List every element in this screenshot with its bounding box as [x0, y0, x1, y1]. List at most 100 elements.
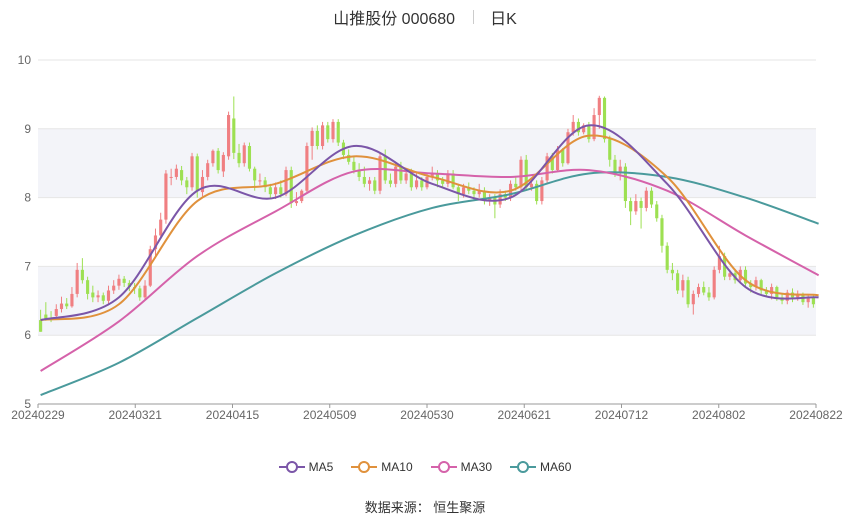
candle-body: [655, 204, 659, 219]
candle-body: [247, 146, 252, 169]
candle-body: [770, 287, 774, 294]
candle-body: [169, 176, 173, 178]
candle-body: [138, 288, 142, 298]
y-tick-label: 9: [24, 122, 31, 136]
candle-body: [153, 235, 158, 250]
candle-body: [582, 125, 586, 133]
x-tick-label: 20240712: [595, 408, 649, 422]
candle-body: [634, 201, 638, 212]
legend-ma30-symbol: [430, 461, 457, 473]
candle-body: [263, 180, 267, 188]
x-tick-label: 20240802: [692, 408, 746, 422]
legend-item-ma60[interactable]: MA60: [510, 460, 571, 474]
candle-body: [414, 180, 419, 188]
candle-body: [691, 293, 695, 305]
candle-body: [665, 245, 669, 270]
candle-body: [274, 187, 278, 195]
candle-body: [221, 154, 225, 172]
candle-body: [545, 156, 549, 181]
candle-body: [227, 115, 231, 157]
candle-body: [310, 130, 314, 146]
candle-body: [321, 125, 325, 146]
candle-body: [717, 256, 721, 270]
candle-body: [644, 190, 648, 208]
y-tick-label: 8: [24, 191, 31, 205]
x-tick-label: 20240621: [498, 408, 552, 422]
candle-body: [54, 309, 58, 316]
chart-legend: MA5 MA10 MA30 MA60: [0, 457, 850, 477]
candle-body: [195, 156, 199, 191]
candle-body: [540, 180, 544, 202]
legend-ma5-label: MA5: [308, 460, 334, 474]
candle-body: [461, 187, 466, 195]
candle-body: [555, 149, 560, 171]
candle-body: [796, 293, 800, 298]
candle-body: [409, 173, 413, 188]
legend-item-ma5[interactable]: MA5: [278, 460, 334, 474]
candle-body: [477, 190, 481, 195]
legend-ma10-symbol: [351, 461, 378, 473]
candle-body: [723, 256, 727, 277]
candle-body: [106, 290, 111, 301]
x-tick-label: 20240530: [400, 408, 454, 422]
candle-body: [649, 190, 654, 205]
candle-body: [639, 201, 643, 208]
candle-body: [294, 201, 299, 204]
candle-body: [602, 97, 607, 140]
candle-body: [39, 320, 43, 332]
candle-body: [707, 292, 711, 298]
ma-line-ma5: [40, 124, 819, 322]
candle-body: [660, 218, 664, 246]
period-label[interactable]: 日K: [490, 11, 517, 28]
candle-body: [456, 187, 460, 195]
candle-body: [670, 269, 674, 274]
candle-body: [367, 180, 372, 184]
y-tick-label: 5: [24, 397, 31, 411]
candle-body: [143, 285, 147, 298]
candle-body: [785, 292, 789, 301]
candle-body: [613, 159, 617, 174]
candle-body: [550, 156, 554, 171]
legend-ma60-symbol: [510, 461, 537, 473]
candle-body: [743, 269, 748, 284]
chart-title: 山推股份 000680: [333, 11, 456, 28]
chart-title-bar: 山推股份 000680 日K: [0, 4, 850, 30]
candle-body: [315, 130, 319, 146]
candle-body: [561, 149, 565, 164]
candle-body: [258, 180, 262, 182]
candle-body: [305, 146, 309, 191]
ma-line-ma10: [40, 134, 819, 322]
x-tick-label: 20240822: [789, 408, 843, 422]
legend-item-ma10[interactable]: MA10: [351, 460, 413, 474]
candle-body: [535, 183, 539, 202]
candle-body: [112, 285, 116, 291]
candle-body: [253, 168, 257, 181]
candle-body: [268, 187, 272, 195]
candle-body: [571, 121, 575, 133]
candle-body: [75, 269, 79, 294]
candle-body: [608, 139, 612, 160]
data-source: 数据来源： 恒生聚源: [364, 500, 486, 515]
candle-body: [185, 180, 189, 188]
candle-body: [180, 170, 184, 181]
candle-body: [488, 197, 492, 202]
x-tick-label: 20240229: [11, 408, 65, 422]
legend-item-ma30[interactable]: MA30: [430, 460, 492, 474]
candle-body: [211, 150, 215, 164]
candle-body: [331, 121, 335, 140]
x-tick-label: 20240509: [303, 408, 357, 422]
candle-body: [420, 180, 424, 188]
candle-body: [482, 190, 487, 202]
candle-body: [59, 303, 64, 310]
x-tick-label: 20240415: [206, 408, 260, 422]
candle-body: [472, 190, 476, 195]
candle-body: [65, 303, 69, 307]
candle-body: [326, 125, 330, 140]
candle-body: [519, 159, 523, 188]
candle-body: [200, 176, 205, 193]
candle-body: [242, 145, 246, 164]
candle-body: [441, 180, 445, 184]
ma-line-ma30: [40, 167, 820, 372]
candle-body: [618, 166, 622, 174]
candle-body: [206, 163, 210, 177]
